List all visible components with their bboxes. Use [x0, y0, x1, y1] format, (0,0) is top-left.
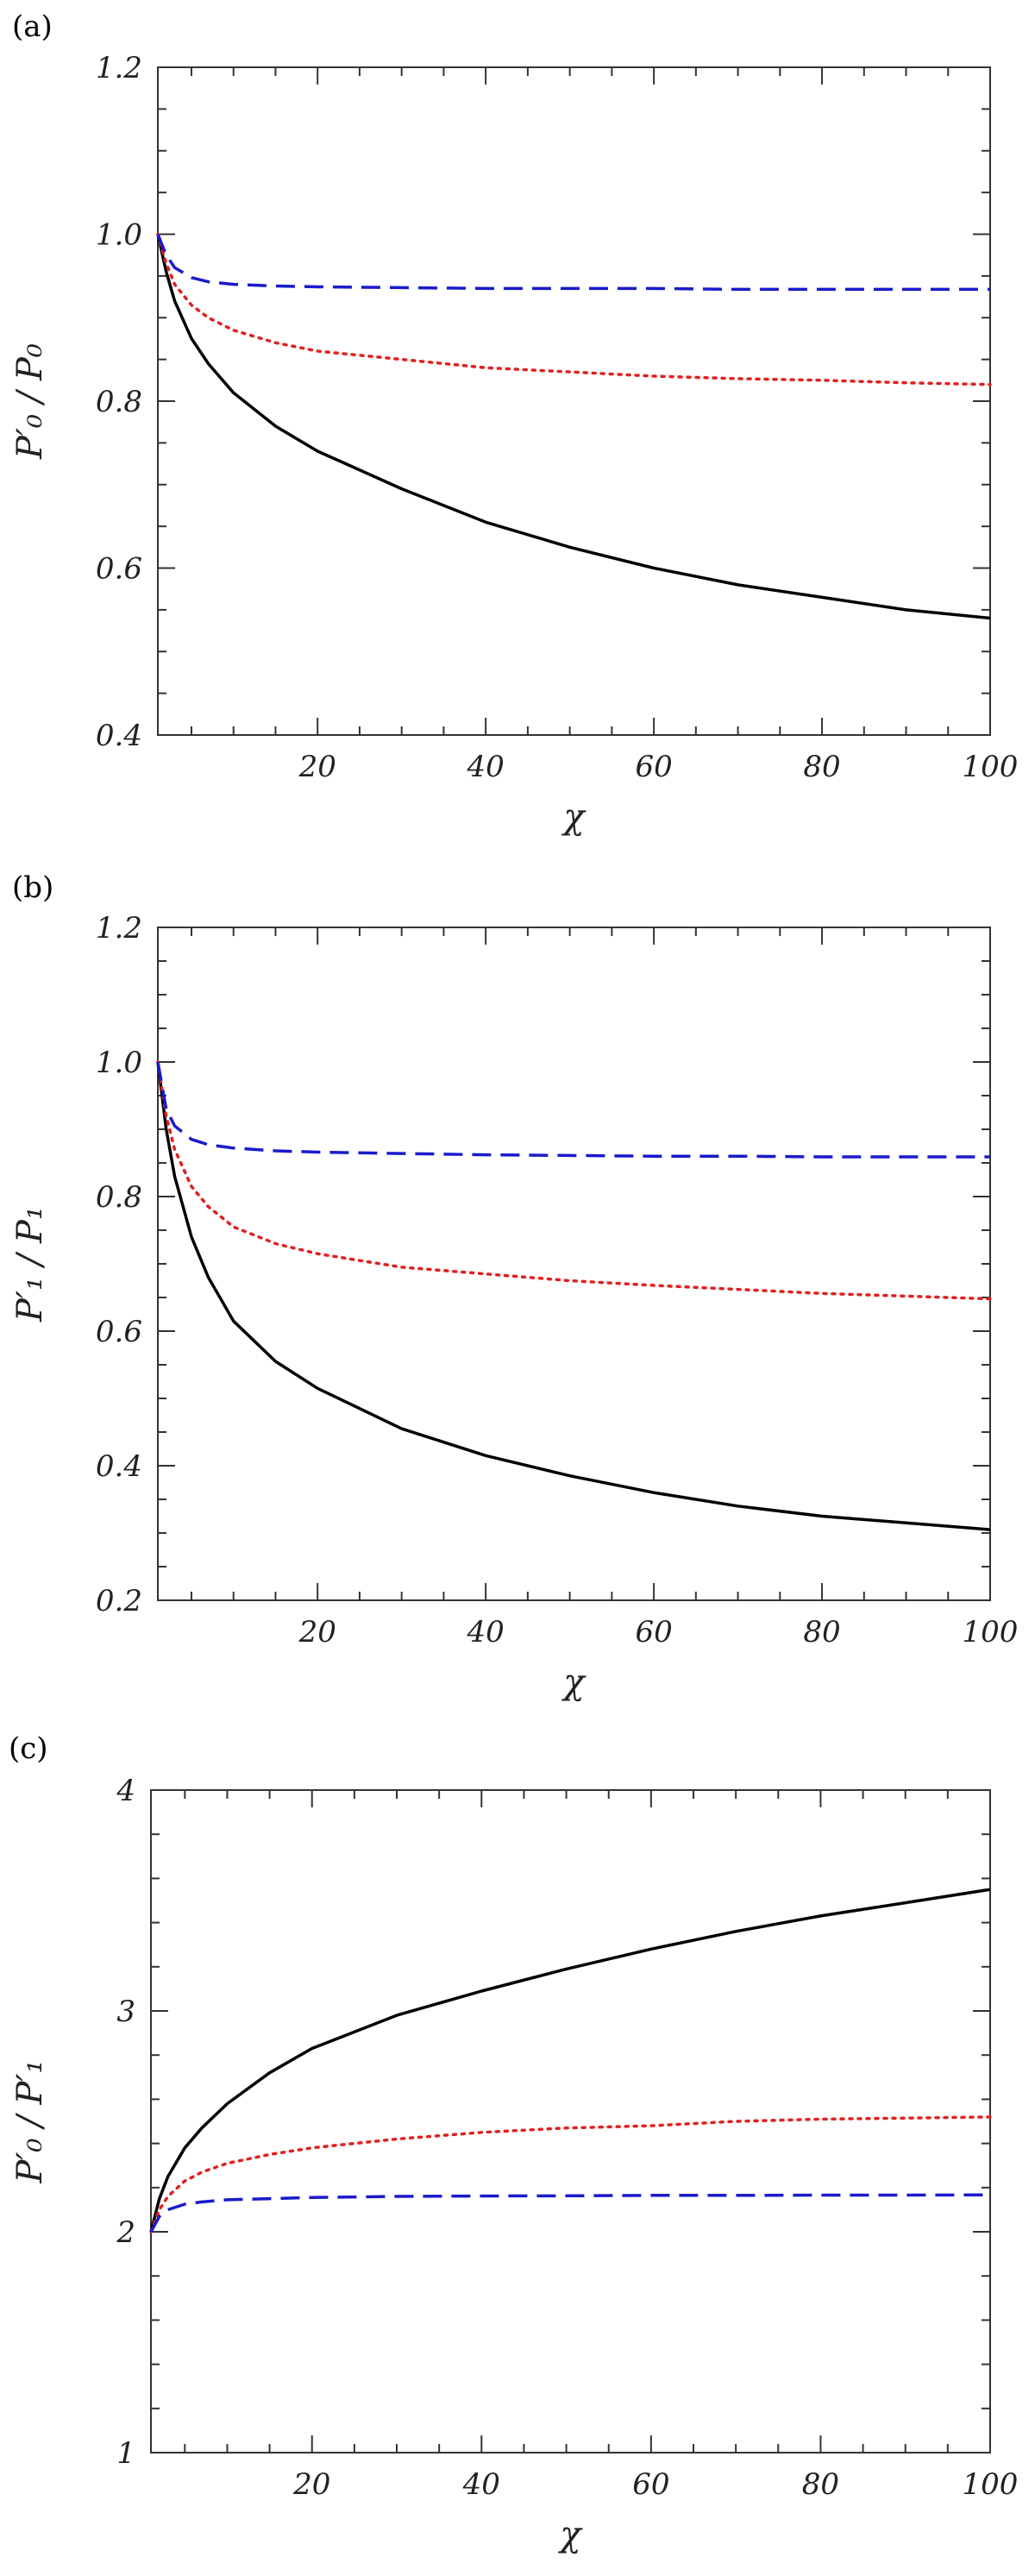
- series-line-dotted: [156, 232, 992, 386]
- x-axis-label: χ: [557, 2515, 583, 2554]
- y-tick-label: 0.4: [96, 1449, 142, 1484]
- panel-label: (c): [9, 1731, 48, 1766]
- panel-label: (a): [12, 9, 53, 44]
- y-tick-label: 1: [116, 2436, 135, 2471]
- x-axis-label: χ: [561, 797, 586, 837]
- plot-frame: [157, 66, 991, 736]
- x-tick-label: 20: [292, 2467, 330, 2502]
- series-line-dashed: [149, 2193, 991, 2233]
- y-axis-label: P′₀ / P₀: [10, 343, 50, 460]
- y-tick-label: 0.6: [96, 552, 142, 587]
- x-tick-label: 20: [298, 750, 336, 784]
- x-tick-label: 60: [632, 2467, 669, 2502]
- x-tick-label: 40: [467, 750, 505, 784]
- y-tick-label: 1.0: [96, 1046, 142, 1080]
- y-tick-label: 0.8: [96, 1180, 142, 1215]
- series-line-solid: [156, 234, 991, 620]
- y-axis-label: P′₀ / P′₁: [10, 2060, 50, 2184]
- x-tick-label: 80: [803, 1615, 840, 1649]
- y-tick-label: 4: [116, 1774, 135, 1808]
- y-tick-label: 1.2: [96, 51, 142, 85]
- series-line-dashed: [156, 1061, 990, 1159]
- y-tick-label: 1.2: [96, 911, 142, 946]
- panel-c: (c) 20 40 60 80 100 1 2 3 4 χ P′₀ / P′₁: [9, 1731, 1018, 2554]
- series-line-dashed: [156, 233, 990, 292]
- plot-frame: [150, 1789, 991, 2453]
- y-tick-label: 0.2: [96, 1584, 142, 1618]
- y-tick-label: 0.6: [96, 1315, 142, 1349]
- panel-label: (b): [12, 870, 53, 905]
- x-tick-label: 60: [635, 750, 672, 784]
- series-line-solid: [156, 1061, 991, 1531]
- y-tick-label: 2: [116, 2215, 135, 2250]
- series-line-dotted: [149, 2115, 992, 2234]
- x-tick-label: 40: [467, 1615, 505, 1649]
- y-tick-label: 3: [116, 1995, 135, 2029]
- y-tick-label: 0.8: [96, 385, 142, 419]
- series-line-solid: [149, 1888, 991, 2233]
- panel-a: (a) 20 40 60 80 100 0.4 0.6 0.8 1.0 1.2 χ P′₀ / P₀: [10, 9, 1018, 837]
- x-tick-label: 80: [802, 2467, 839, 2502]
- x-tick-label: 40: [462, 2467, 500, 2502]
- x-tick-label: 20: [298, 1615, 336, 1649]
- plot-frame: [157, 927, 991, 1601]
- series-line-dotted: [156, 1060, 992, 1301]
- x-tick-label: 100: [963, 750, 1019, 784]
- x-tick-label: 100: [963, 1615, 1019, 1649]
- x-axis-label: χ: [561, 1662, 586, 1702]
- y-axis-label: P′₁ / P₁: [10, 1206, 50, 1323]
- x-tick-label: 80: [803, 750, 840, 784]
- y-tick-label: 0.4: [96, 719, 142, 753]
- x-tick-label: 60: [635, 1615, 672, 1649]
- panel-b: (b) 20 40 60 80 100 0.2 0.4 0.6 0.8 1.0 1.2 χ P′₁ / P…: [10, 870, 1018, 1702]
- y-tick-label: 1.0: [96, 218, 142, 253]
- x-tick-label: 100: [963, 2467, 1019, 2502]
